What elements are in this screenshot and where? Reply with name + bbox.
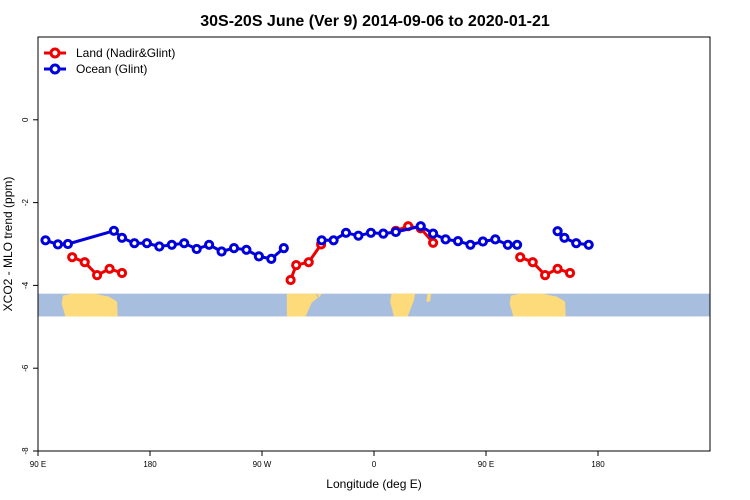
data-point (353, 230, 364, 241)
map-land-australia (61, 293, 118, 317)
data-point (559, 232, 570, 243)
legend-ocean-label: Ocean (Glint) (76, 62, 147, 76)
data-point (62, 238, 74, 250)
data-point (154, 241, 165, 252)
x-tick-label: 180 (143, 460, 157, 469)
x-tick-label: 90 W (253, 460, 272, 469)
data-point (328, 235, 339, 246)
x-tick-label: 90 E (478, 460, 494, 469)
series-line (45, 229, 285, 261)
x-tick-label: 0 (372, 460, 377, 469)
data-point (40, 235, 51, 246)
y-axis-label: XCO2 - MLO trend (ppm) (1, 177, 15, 312)
data-point (527, 257, 538, 268)
map-ocean (38, 293, 710, 317)
data-point (67, 252, 78, 263)
data-point (79, 257, 90, 268)
legend-land-marker (49, 47, 61, 59)
data-point (428, 228, 439, 239)
map-land-south-america (286, 293, 318, 317)
data-point (166, 239, 177, 250)
map-land-australia-repeat (509, 293, 566, 317)
data-point (141, 238, 152, 249)
data-point (415, 221, 426, 232)
series-layer (40, 221, 594, 286)
series-ocean (40, 221, 594, 264)
chart-title: 30S-20S June (Ver 9) 2014-09-06 to 2020-… (200, 13, 550, 30)
data-point (278, 243, 289, 254)
data-point (116, 232, 128, 243)
y-tick-label: 0 (21, 117, 30, 122)
data-point (316, 235, 327, 246)
data-point (365, 227, 376, 238)
y-axis: 0 -2 -4 -6 -8 (21, 117, 38, 455)
data-point (477, 236, 488, 247)
data-point (216, 246, 227, 257)
data-point (540, 270, 551, 281)
data-point (253, 251, 264, 262)
y-tick-label: -6 (21, 364, 30, 372)
legend-land-label: Land (Nadir&Glint) (76, 46, 175, 60)
data-point (129, 238, 140, 249)
series-land (67, 221, 576, 286)
data-point (291, 260, 302, 271)
series-line (321, 224, 518, 247)
world-map-band (38, 293, 710, 317)
x-axis: 90 E 180 90 W 0 90 E 180 (30, 451, 605, 469)
data-point (204, 239, 215, 250)
y-tick-label: -2 (21, 198, 30, 206)
series-line (289, 243, 323, 281)
data-point (465, 239, 476, 250)
data-point (108, 225, 120, 236)
data-point (228, 243, 240, 254)
data-point (390, 226, 401, 238)
data-point (571, 238, 582, 249)
data-point (564, 267, 576, 279)
y-tick-label: -8 (21, 447, 30, 455)
x-tick-label: 90 E (30, 460, 46, 469)
data-point (552, 226, 563, 237)
data-point (191, 243, 202, 255)
data-point (52, 239, 64, 250)
legend-ocean-marker (49, 63, 61, 75)
data-point (285, 274, 296, 286)
legend: Land (Nadir&Glint) Ocean (Glint) (44, 46, 175, 76)
data-point (428, 237, 439, 248)
data-point (266, 253, 277, 264)
map-land-africa (390, 293, 416, 317)
data-point (241, 244, 252, 255)
data-point (440, 234, 451, 245)
data-point (515, 252, 526, 263)
map-land-coast (316, 293, 322, 298)
data-point (92, 270, 103, 281)
data-point (512, 239, 523, 250)
data-point (490, 234, 501, 245)
x-axis-label: Longitude (deg E) (326, 477, 421, 491)
x-tick-label: 180 (591, 460, 605, 469)
map-land-madagascar (426, 293, 432, 302)
y-tick-label: -4 (21, 281, 30, 289)
data-point (552, 263, 563, 274)
data-point (116, 267, 128, 279)
data-point (378, 228, 389, 239)
data-point (502, 239, 513, 250)
data-point (303, 257, 314, 268)
data-point (583, 239, 594, 250)
data-point (340, 227, 352, 238)
data-point (179, 238, 190, 249)
data-point (104, 263, 115, 274)
data-point (452, 236, 464, 247)
